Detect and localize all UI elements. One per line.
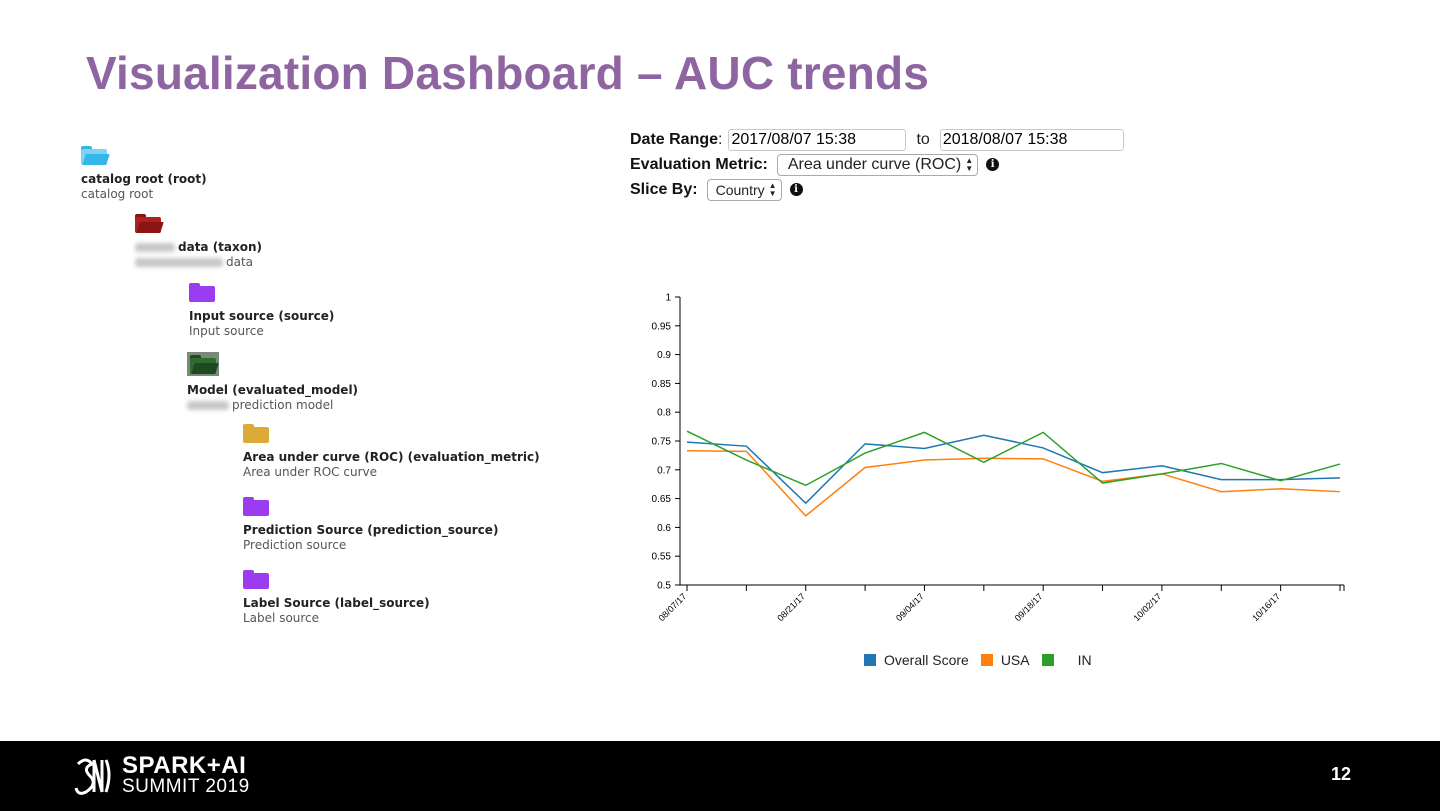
date-from-input[interactable]	[728, 128, 907, 151]
tree-node-name: Area under curve (ROC) (evaluation_metri…	[243, 450, 540, 464]
spark-ai-summit-logo: SPARK+AI SUMMIT 2019	[72, 754, 250, 798]
folder-icon	[243, 570, 269, 589]
y-tick-label: 1	[665, 293, 671, 304]
selected-highlight	[187, 352, 219, 376]
metric-select[interactable]: Area under curve (ROC) ▲ ▼	[776, 153, 979, 176]
legend-item-in[interactable]: IN	[1041, 652, 1092, 668]
slice-label: Slice By:	[630, 180, 698, 198]
series-line-usa	[686, 450, 1341, 517]
folder-icon	[243, 497, 269, 516]
auc-line-chart: 0.5 0.55 0.6 0.65 0.7 0.75 0.8 0.85 0.9 0.95 1 08/0…	[652, 293, 1345, 623]
legend-label: Overall Score	[884, 652, 969, 668]
slide-footer: SPARK+AI SUMMIT 2019 12	[0, 741, 1440, 811]
x-tick-label: 09/04/17	[894, 591, 926, 623]
tree-node-prediction-source[interactable]: Prediction Source (prediction_source) Pr…	[243, 497, 498, 553]
metric-select-value: Area under curve (ROC)	[787, 155, 962, 173]
tree-node-desc: data	[226, 255, 254, 269]
metric-label: Evaluation Metric:	[630, 155, 768, 173]
tree-node-model[interactable]: Model (evaluated_model) prediction model	[187, 352, 358, 413]
redacted-text	[135, 258, 223, 267]
legend-swatch	[980, 654, 993, 666]
x-tick-label: 10/16/17	[1250, 591, 1282, 623]
redacted-text	[187, 401, 229, 410]
date-range-label: Date Range	[630, 130, 719, 148]
select-arrows-icon: ▲ ▼	[965, 155, 974, 173]
y-tick-label: 0.7	[657, 465, 671, 476]
date-range-row: Date Range: to	[630, 127, 1124, 152]
legend-item-usa[interactable]: USA	[980, 652, 1030, 668]
redacted-text	[135, 243, 175, 252]
tree-node-desc: Label source	[243, 611, 320, 625]
info-icon[interactable]: i	[986, 158, 1000, 171]
series-line-in	[686, 430, 1341, 487]
legend-label: USA	[1000, 652, 1030, 668]
filter-controls: Date Range: to Evaluation Metric: Area u…	[630, 127, 1124, 202]
y-tick-label: 0.5	[657, 581, 671, 592]
tree-node-desc: prediction model	[232, 398, 334, 412]
slice-row: Slice By: Country ▲ ▼ i	[630, 177, 1124, 202]
tree-node-data-taxon[interactable]: data (taxon) data	[135, 214, 262, 270]
y-tick-label: 0.85	[652, 379, 672, 390]
tree-node-label-source[interactable]: Label Source (label_source) Label source	[243, 570, 430, 626]
tree-node-name: Input source (source)	[189, 309, 335, 323]
tree-node-desc: Input source	[189, 324, 264, 338]
date-range-colon: :	[718, 130, 723, 148]
x-tick-label: 09/18/17	[1013, 591, 1045, 623]
tree-node-name: catalog root (root)	[81, 172, 207, 186]
y-tick-label: 0.9	[657, 350, 671, 361]
slice-select-value: Country	[715, 181, 765, 198]
page-number: 12	[1330, 764, 1351, 784]
y-tick-label: 0.65	[652, 494, 672, 505]
y-tick-label: 0.55	[652, 552, 672, 563]
select-arrows-icon: ▲ ▼	[768, 180, 777, 198]
y-tick-label: 0.6	[657, 523, 671, 534]
tree-node-name: data (taxon)	[178, 240, 263, 254]
y-tick-label: 0.8	[657, 408, 671, 419]
series-line-overall-score	[686, 434, 1341, 505]
folder-open-icon	[81, 146, 110, 165]
to-label: to	[916, 130, 930, 148]
y-tick-label: 0.95	[652, 321, 672, 332]
tree-node-name: Label Source (label_source)	[243, 596, 430, 610]
folder-open-icon	[190, 355, 219, 374]
tree-node-desc: catalog root	[81, 187, 154, 201]
x-tick-label: 08/07/17	[657, 591, 689, 623]
brand-line2: SUMMIT 2019	[122, 776, 250, 797]
x-tick-label: 08/21/17	[775, 591, 807, 623]
spark-logo-icon	[74, 758, 111, 795]
tree-node-auc-metric[interactable]: Area under curve (ROC) (evaluation_metri…	[243, 424, 540, 480]
metric-row: Evaluation Metric: Area under curve (ROC…	[630, 152, 1124, 177]
tree-node-name: Prediction Source (prediction_source)	[243, 523, 499, 537]
info-icon[interactable]: i	[789, 183, 803, 196]
brand-line1: SPARK+AI	[122, 752, 247, 779]
tree-node-desc: Area under ROC curve	[243, 465, 377, 479]
legend-item-overall[interactable]: Overall Score	[864, 652, 969, 668]
slice-select[interactable]: Country ▲ ▼	[706, 178, 782, 201]
y-tick-label: 0.75	[652, 437, 672, 448]
tree-node-input-source[interactable]: Input source (source) Input source	[189, 283, 334, 339]
date-to-input[interactable]	[939, 128, 1124, 151]
tree-node-name: Model (evaluated_model)	[187, 383, 359, 397]
legend-swatch	[1041, 654, 1054, 666]
folder-icon	[243, 424, 269, 443]
tree-node-desc: Prediction source	[243, 538, 347, 552]
chart-legend: Overall Score USA IN	[864, 652, 1104, 668]
x-tick-label: 10/02/17	[1131, 591, 1163, 623]
slide-title: Visualization Dashboard – AUC trends	[86, 47, 930, 99]
legend-swatch	[864, 654, 876, 666]
folder-icon	[189, 283, 215, 302]
folder-open-icon	[135, 214, 164, 233]
tree-node-catalog-root[interactable]: catalog root (root) catalog root	[81, 146, 207, 202]
legend-label: IN	[1077, 652, 1092, 668]
